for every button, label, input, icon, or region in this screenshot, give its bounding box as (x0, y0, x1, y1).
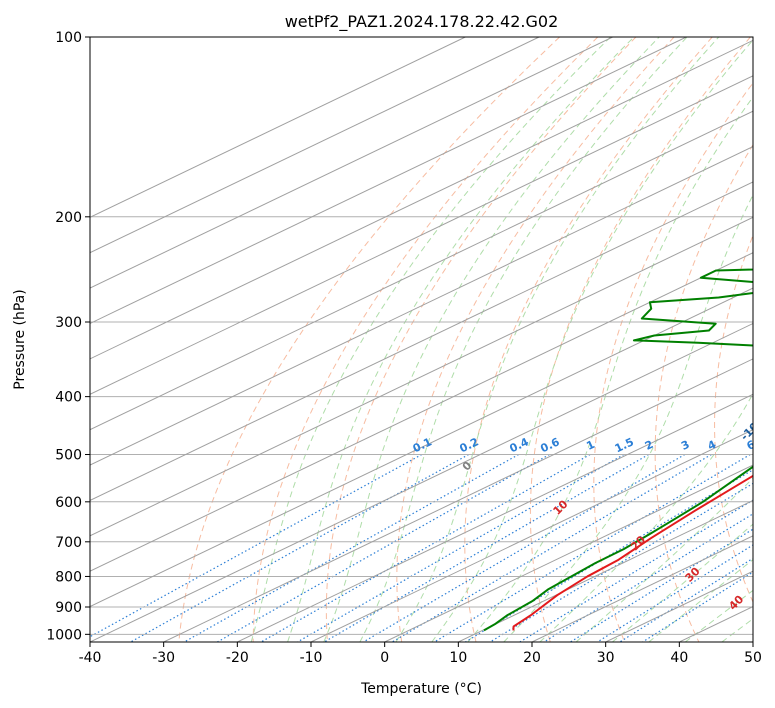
isotherm-label: -20 (748, 380, 771, 403)
isotherm-line (90, 181, 753, 501)
dry-adiabat-line (252, 37, 599, 642)
mixing-ratio-line (543, 513, 753, 642)
mixing-ratio-line (642, 571, 753, 642)
mixing-ratio-line (597, 544, 753, 642)
isotherm-line (237, 393, 753, 642)
mixing-ratio-line (434, 454, 751, 642)
y-tick-label: 400 (55, 390, 82, 406)
y-tick-label: 700 (55, 535, 82, 551)
isotherm-line (90, 322, 753, 642)
isotherm-line (384, 464, 753, 642)
x-tick-label: 30 (597, 650, 615, 666)
dry-adiabats (178, 37, 753, 642)
x-axis: -40 -30 -20 -10 0 10 20 30 40 50 (79, 642, 762, 666)
isotherm-line (90, 37, 466, 218)
moist-adiabat-line (539, 392, 753, 642)
isotherm-line (90, 37, 687, 325)
y-tick-label: 200 (55, 210, 82, 226)
y-tick-label: 900 (55, 600, 82, 616)
mixing-ratio-line (519, 499, 753, 642)
isotherm-line (90, 287, 753, 608)
isotherm-line (90, 39, 753, 360)
x-tick-label: -20 (226, 650, 249, 666)
y-tick-label: 600 (55, 495, 82, 511)
x-tick-label: 10 (449, 650, 467, 666)
dry-adiabat-line (325, 37, 637, 642)
isotherm-line (310, 429, 753, 642)
moist-adiabat-line (467, 96, 753, 642)
profiles (483, 268, 753, 632)
isotherm-line (90, 216, 753, 537)
isotherm-line (90, 145, 753, 466)
mixing-ratio-line (619, 557, 753, 642)
x-tick-label: -40 (79, 650, 102, 666)
y-tick-label: 300 (55, 315, 82, 331)
mixing-ratio-line (217, 453, 550, 642)
isobars (90, 37, 753, 635)
x-tick-label: 20 (523, 650, 541, 666)
temperature-profile-line (512, 474, 753, 631)
mixing-ratio-line (297, 453, 625, 642)
mixing-ratio-line (90, 453, 423, 638)
plot-background (90, 37, 753, 642)
dry-adiabat-line (654, 143, 753, 642)
x-tick-label: -10 (300, 650, 323, 666)
isotherm-line (458, 499, 753, 642)
isotherm-line (90, 37, 613, 289)
x-tick-label: -30 (152, 650, 175, 666)
plot-frame (89, 36, 754, 643)
mixing-ratio-line (363, 454, 686, 642)
dry-adiabat-line (464, 37, 713, 642)
isotherm-line (90, 37, 540, 254)
y-axis-label: Pressure (hPa) (12, 289, 28, 389)
dry-adiabat-line (593, 82, 753, 642)
y-tick-label: 500 (55, 448, 82, 464)
mixing-ratio-line (323, 453, 649, 642)
moist-adiabat-line (575, 477, 753, 642)
dry-adiabat-line (396, 37, 675, 642)
y-axis: 100 200 300 400 500 600 700 800 900 1000 (46, 30, 90, 643)
x-tick-label: 50 (744, 650, 762, 666)
isotherm-line (163, 358, 753, 642)
y-tick-label: 100 (55, 30, 82, 46)
mixing-ratio-label: 6 (745, 438, 758, 453)
isotherm-line (90, 75, 753, 395)
moist-adiabat-line (395, 37, 720, 642)
chart-title: wetPf2_PAZ1.2024.178.22.42.G02 (285, 12, 559, 32)
y-tick-label: 800 (55, 569, 82, 585)
x-axis-label: Temperature (°C) (360, 681, 482, 697)
moist-adiabat-line (323, 37, 660, 642)
moist-adiabat-line (287, 37, 635, 642)
isotherm-line (90, 252, 753, 572)
mixing-ratio-line (391, 454, 712, 642)
dewpoint-profile-line (483, 268, 753, 632)
dry-adiabat-line (529, 37, 751, 642)
moist-adiabat-line (431, 39, 753, 642)
y-tick-label: 1000 (46, 627, 82, 643)
x-tick-label: 40 (670, 650, 688, 666)
isotherm-line (531, 535, 753, 642)
x-tick-label: 0 (380, 650, 389, 666)
isotherm-line (90, 110, 753, 431)
isotherms (90, 37, 753, 642)
